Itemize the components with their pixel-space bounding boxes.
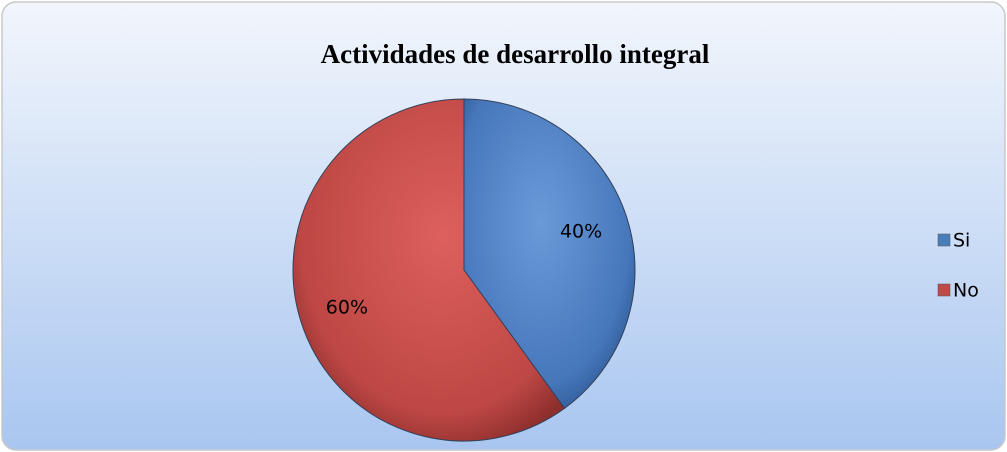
legend-label: Si — [953, 230, 970, 252]
legend-swatch — [937, 233, 951, 247]
pie-slice — [463, 98, 636, 410]
legend-label: No — [953, 280, 979, 302]
pie-slice — [292, 98, 566, 442]
chart-title: Actividades de desarrollo integral — [321, 39, 710, 69]
data-label: 40% — [560, 220, 602, 242]
legend-swatch — [937, 283, 951, 297]
data-label: 60% — [326, 297, 368, 319]
